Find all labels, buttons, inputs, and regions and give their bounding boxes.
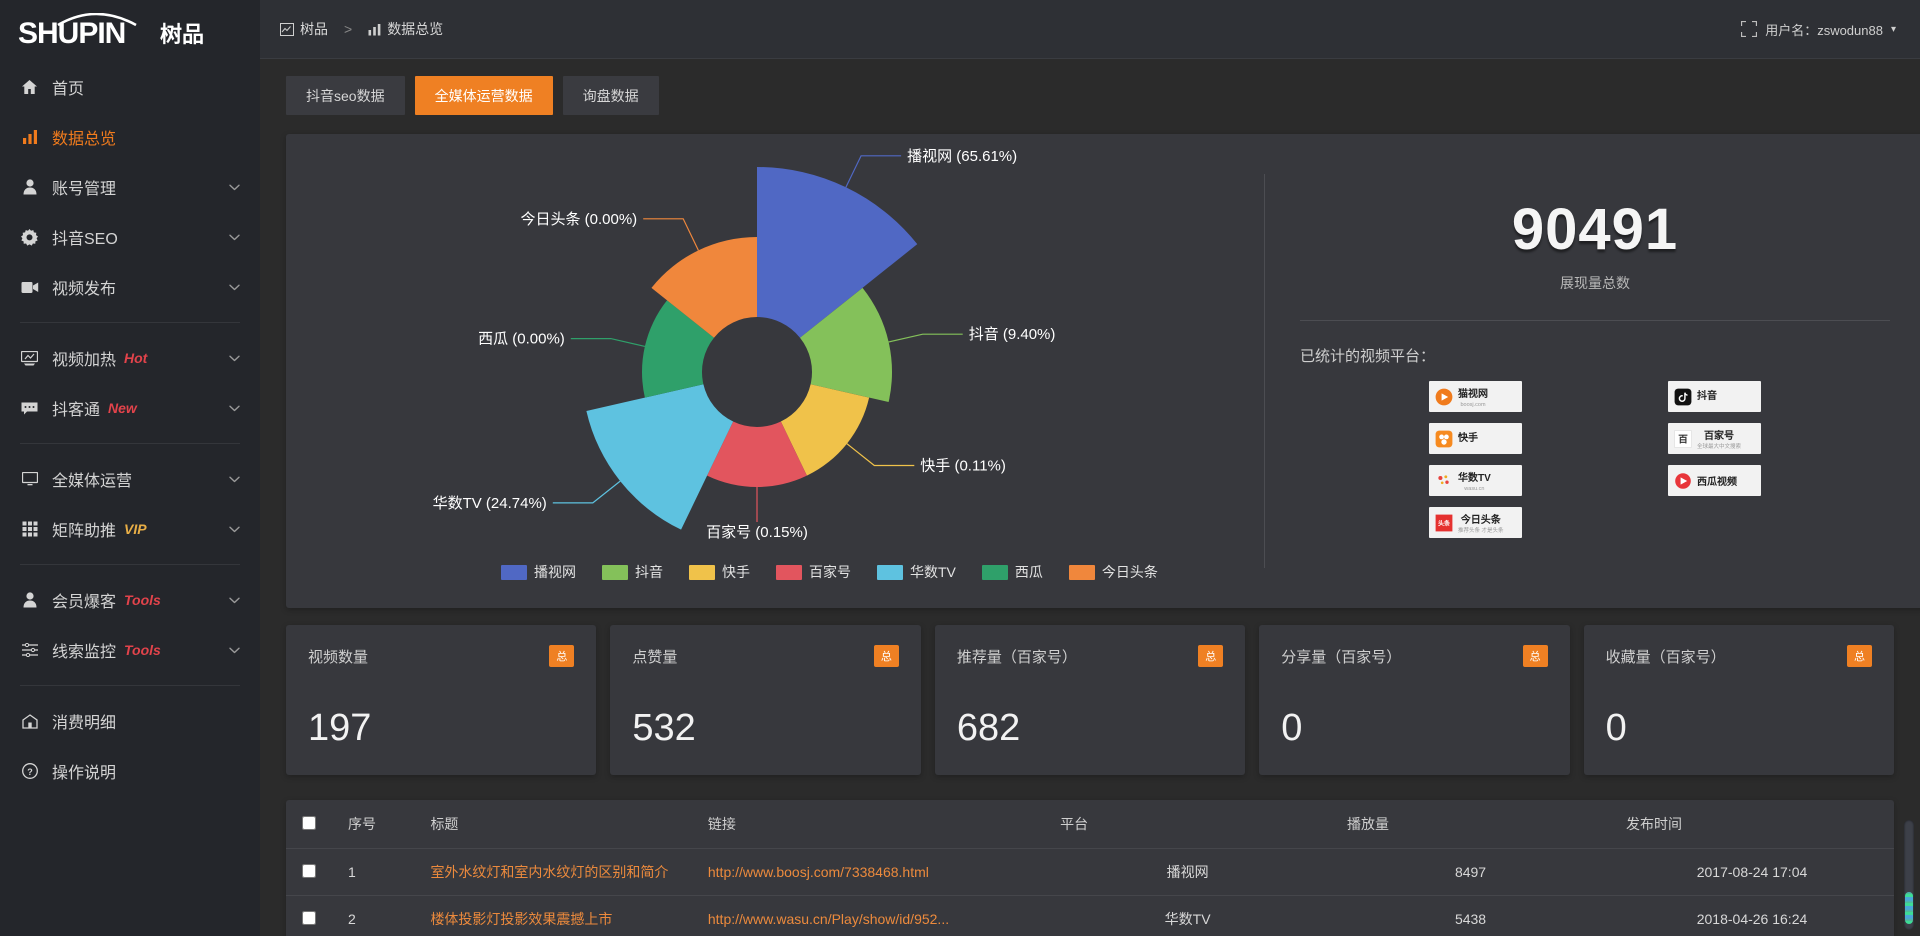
svg-text:SHUPIN: SHUPIN	[18, 17, 125, 49]
svg-text:今日头条 (0.00%): 今日头条 (0.00%)	[520, 211, 637, 228]
svg-text:华数TV (24.74%): 华数TV (24.74%)	[433, 495, 547, 512]
svg-text:播视网 (65.61%): 播视网 (65.61%)	[907, 148, 1017, 165]
svg-text:西瓜 (0.00%): 西瓜 (0.00%)	[478, 331, 565, 348]
svg-text:抖音 (9.40%): 抖音 (9.40%)	[969, 326, 1056, 343]
svg-text:百: 百	[1678, 434, 1688, 445]
svg-text:?: ?	[27, 767, 33, 777]
svg-text:树品: 树品	[160, 22, 204, 47]
svg-text:快手 (0.11%): 快手 (0.11%)	[920, 458, 1006, 475]
svg-text:百家号 (0.15%): 百家号 (0.15%)	[706, 524, 808, 541]
